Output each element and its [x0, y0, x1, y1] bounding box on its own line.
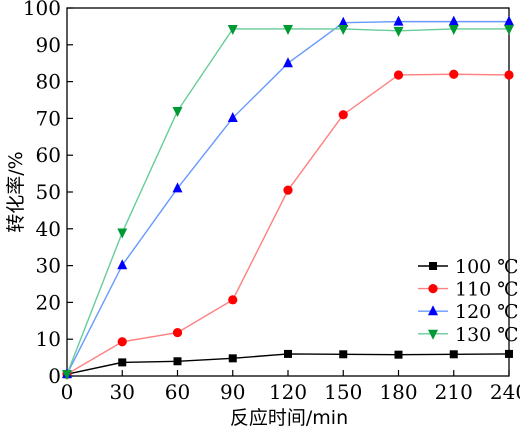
series-layer	[62, 15, 514, 381]
data-point	[448, 24, 459, 35]
data-point	[172, 327, 183, 338]
series-line	[66, 28, 509, 375]
y-tick-label: 40	[36, 217, 61, 241]
series-2	[62, 15, 514, 379]
y-tick-label: 20	[36, 290, 61, 314]
data-point	[394, 350, 403, 359]
y-tick-label: 90	[36, 33, 61, 57]
y-axis-title: 转化率/%	[5, 151, 27, 232]
y-tick-label: 70	[36, 106, 61, 130]
data-point	[449, 350, 458, 359]
data-point	[227, 112, 238, 123]
data-point	[228, 295, 238, 305]
data-point	[117, 259, 128, 270]
x-tick-label: 0	[61, 380, 74, 404]
data-point	[393, 15, 404, 26]
data-point	[283, 185, 293, 195]
data-point	[505, 349, 513, 358]
x-tick-label: 90	[220, 380, 245, 404]
data-point	[339, 350, 348, 359]
series-3	[62, 24, 514, 381]
series-0	[63, 349, 513, 379]
legend-marker	[429, 262, 437, 270]
data-point	[338, 110, 348, 120]
legend-item: 110 ℃	[418, 279, 519, 301]
y-tick-label: 100	[23, 0, 61, 20]
legend-label: 110 ℃	[455, 279, 519, 301]
data-point	[62, 370, 72, 381]
data-point	[504, 70, 514, 80]
x-tick-label: 150	[324, 380, 362, 404]
y-tick-label: 50	[36, 180, 61, 204]
data-point	[117, 228, 128, 239]
data-point	[117, 337, 127, 347]
x-axis: 0 30 60 90 120 150 180 210 240	[61, 370, 520, 404]
x-tick-label: 120	[269, 380, 307, 404]
legend-label: 100 ℃	[455, 256, 519, 278]
legend-marker	[428, 305, 438, 316]
x-tick-label: 180	[379, 380, 417, 404]
data-point	[338, 24, 349, 35]
data-point	[227, 24, 238, 35]
x-axis-title: 反应时间/min	[230, 407, 348, 429]
x-tick-label: 210	[435, 380, 473, 404]
x-tick-label: 30	[110, 380, 135, 404]
legend-label: 130 ℃	[455, 324, 519, 346]
legend-marker	[428, 284, 438, 294]
legend-label: 120 ℃	[455, 301, 519, 323]
x-tick-label: 240	[490, 380, 520, 404]
legend-item: 120 ℃	[418, 301, 519, 323]
y-tick-label: 0	[48, 364, 61, 388]
data-point	[283, 57, 293, 68]
data-point	[393, 70, 404, 80]
legend-marker	[428, 329, 438, 340]
data-point	[172, 107, 183, 118]
data-point	[449, 69, 459, 79]
legend-item: 100 ℃	[418, 256, 519, 278]
data-point	[504, 24, 514, 35]
legend-item: 130 ℃	[418, 324, 519, 346]
y-tick-label: 10	[36, 327, 61, 351]
series-line	[66, 73, 510, 375]
y-tick-label: 60	[36, 143, 61, 167]
data-point	[393, 26, 404, 37]
data-point	[173, 357, 182, 366]
x-tick-label: 60	[165, 380, 190, 404]
data-point	[504, 15, 514, 26]
data-point	[118, 358, 127, 367]
data-point	[284, 349, 292, 358]
y-axis: 0 10 20 30 40 50 60 70 80 90 100	[23, 0, 73, 388]
data-point	[448, 15, 459, 26]
y-tick-label: 80	[36, 70, 61, 94]
data-point	[172, 182, 183, 193]
y-tick-label: 30	[36, 254, 61, 278]
data-point	[338, 16, 349, 27]
series-1	[62, 69, 514, 379]
data-point	[283, 24, 293, 35]
data-point	[228, 354, 237, 363]
